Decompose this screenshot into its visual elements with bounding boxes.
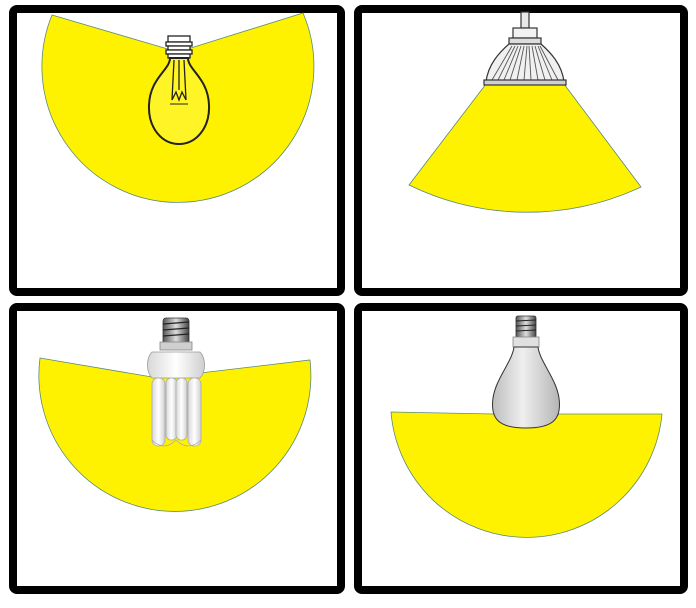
- panel-reflector-bulb: [354, 303, 688, 594]
- reflector-spotlight-icon: [483, 11, 567, 86]
- light-beam: [408, 83, 642, 213]
- light-beam: [41, 12, 315, 203]
- compact-fluorescent-bulb-icon: [147, 317, 205, 447]
- incandescent-bulb-icon: [147, 35, 211, 146]
- panel-cfl: [9, 303, 345, 594]
- panel-incandescent: [9, 5, 345, 296]
- reflector-bulb-icon: [491, 315, 561, 429]
- panel-spotlight: [354, 5, 688, 296]
